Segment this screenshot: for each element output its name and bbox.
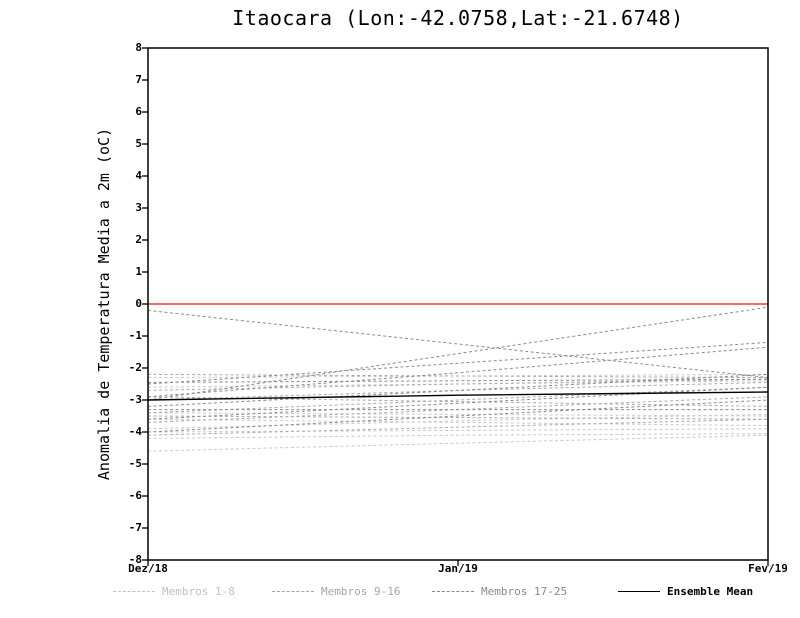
y-tick-label: -2 (128, 361, 142, 374)
legend-item-membros-17-25: Membros 17-25 (432, 585, 567, 598)
x-tick-label: Dez/18 (128, 562, 168, 575)
legend-label: Ensemble Mean (667, 585, 754, 598)
member-line (147, 418, 769, 427)
member-line (147, 399, 769, 433)
plot-svg (142, 47, 769, 566)
member-line (147, 412, 769, 417)
legend-line-swatch (272, 591, 314, 592)
member-line (147, 381, 769, 401)
y-tick-label: -7 (128, 521, 142, 534)
y-tick-label: -1 (128, 329, 142, 342)
y-tick-label: -3 (128, 393, 142, 406)
member-line (147, 413, 769, 430)
legend-item-membros-9-16: Membros 9-16 (272, 585, 400, 598)
member-line (147, 434, 769, 452)
member-line (147, 341, 769, 385)
y-tick-label: 4 (135, 169, 142, 182)
legend-item-membros-1-8: Membros 1-8 (113, 585, 235, 598)
y-tick-label: 5 (135, 137, 142, 150)
member-line (147, 418, 769, 436)
chart-title: Itaocara (Lon:-42.0758,Lat:-21.6748) (232, 6, 684, 30)
y-tick-label: -4 (128, 425, 142, 438)
x-tick-label: Fev/19 (748, 562, 788, 575)
member-line (147, 373, 769, 379)
y-tick-label: -8 (128, 553, 142, 566)
legend-line-swatch (113, 591, 155, 592)
x-tick-label: Jan/19 (438, 562, 478, 575)
member-line (147, 386, 769, 414)
y-tick-label: 8 (135, 41, 142, 54)
y-tick-label: -5 (128, 457, 142, 470)
y-tick-label: 2 (135, 233, 142, 246)
legend-label: Membros 17-25 (481, 585, 568, 598)
member-line (147, 378, 769, 383)
member-line (147, 309, 769, 379)
legend-label: Membros 9-16 (321, 585, 401, 598)
member-line (147, 415, 769, 420)
legend-line-swatch (618, 591, 660, 592)
y-tick-label: 3 (135, 201, 142, 214)
legend-label: Membros 1-8 (162, 585, 235, 598)
member-line (147, 433, 769, 439)
y-tick-label: 0 (135, 297, 142, 310)
y-tick-label: 6 (135, 105, 142, 118)
member-line (147, 306, 769, 401)
member-line (147, 378, 769, 391)
plot-area (142, 47, 769, 566)
plot-frame (147, 47, 769, 561)
member-line (147, 396, 769, 407)
legend-line-swatch (432, 591, 474, 592)
y-tick-label: 1 (135, 265, 142, 278)
member-line (147, 373, 769, 407)
legend-item-ensemble-mean: Ensemble Mean (618, 585, 753, 598)
y-tick-label: 7 (135, 73, 142, 86)
member-line (147, 346, 769, 398)
y-tick-label: -6 (128, 489, 142, 502)
ensemble-mean-line (147, 391, 769, 401)
member-line (147, 428, 769, 433)
